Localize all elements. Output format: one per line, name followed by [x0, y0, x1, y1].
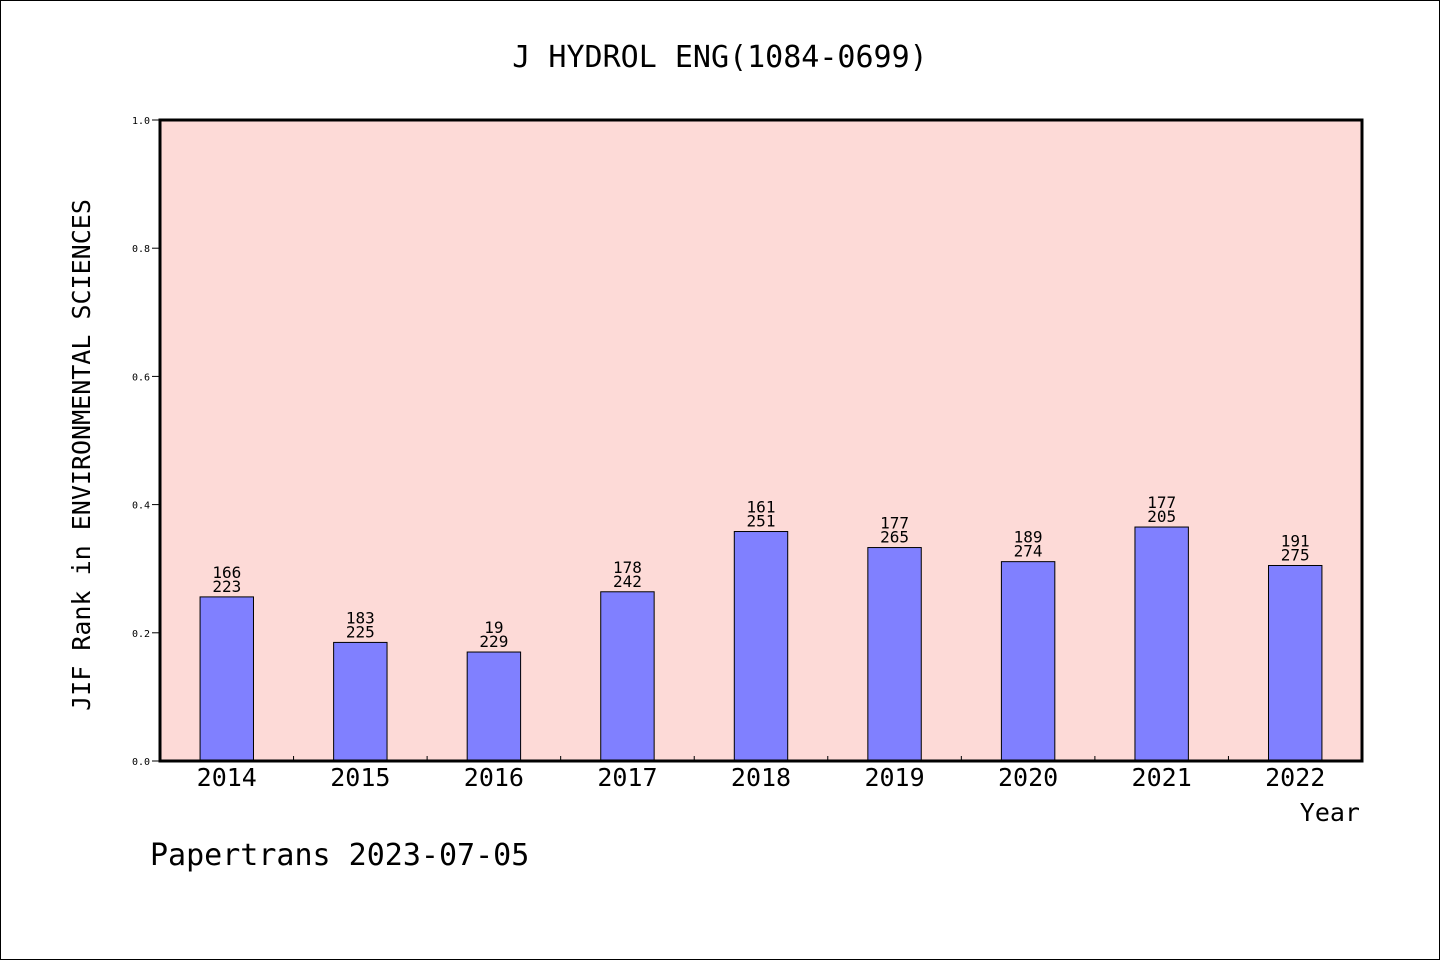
- bar-total-label-2016: 229: [479, 632, 508, 651]
- x-tick-label-2015: 2015: [330, 763, 390, 792]
- bar-2021: [1134, 526, 1189, 762]
- bar-2014: [199, 596, 254, 762]
- x-tick-label-2017: 2017: [597, 763, 657, 792]
- x-axis-label: Year: [1300, 798, 1360, 827]
- bar-rank-label-2019: 177: [880, 514, 909, 533]
- x-tick-label-2018: 2018: [731, 763, 791, 792]
- y-tick-label-0.2: 0.2: [132, 629, 150, 640]
- bar-total-label-2015: 225: [346, 622, 375, 641]
- y-axis-label: JIF Rank in ENVIRONMENTAL SCIENCES: [67, 199, 96, 711]
- bar-total-label-2018: 251: [747, 512, 776, 531]
- bar-total-label-2019: 265: [880, 528, 909, 547]
- bar-rank-label-2016: 19: [484, 618, 503, 637]
- x-tick-label-2020: 2020: [998, 763, 1058, 792]
- y-tick-label-0.4: 0.4: [132, 501, 150, 512]
- bar-total-label-2014: 223: [212, 577, 241, 596]
- bar-rank-label-2015: 183: [346, 608, 375, 627]
- bar-2022: [1268, 564, 1323, 762]
- y-tick-label-1.0: 1.0: [132, 116, 150, 127]
- chart-title: J HYDROL ENG(1084-0699): [512, 40, 927, 75]
- x-tick-label-2022: 2022: [1265, 763, 1325, 792]
- y-tick-label-0.0: 0.0: [132, 757, 150, 768]
- bar-2015: [333, 641, 388, 762]
- x-tick-label-2016: 2016: [464, 763, 524, 792]
- bar-2018: [733, 531, 789, 762]
- y-tick-label-0.8: 0.8: [132, 244, 150, 255]
- bar-total-label-2020: 274: [1014, 542, 1043, 561]
- x-tick-label-2021: 2021: [1132, 763, 1192, 792]
- bar-2017: [600, 591, 655, 762]
- bar-total-label-2022: 275: [1281, 545, 1310, 564]
- bar-total-label-2017: 242: [613, 572, 642, 591]
- bar-rank-label-2020: 189: [1014, 528, 1043, 547]
- bar-2016: [466, 651, 522, 762]
- x-tick-label-2019: 2019: [864, 763, 924, 792]
- bar-rank-label-2017: 178: [613, 558, 642, 577]
- footer-text: Papertrans 2023-07-05: [150, 838, 529, 873]
- x-tick-label-2014: 2014: [197, 763, 257, 792]
- bar-rank-label-2021: 177: [1147, 493, 1176, 512]
- bar-rank-label-2022: 191: [1281, 531, 1310, 550]
- bar-2019: [867, 547, 922, 762]
- bar-total-label-2021: 205: [1147, 507, 1176, 526]
- bar-rank-label-2018: 161: [747, 498, 776, 517]
- plot-border: [158, 118, 1364, 763]
- y-axis: 0.0 0.2 0.4 0.6 0.8 1.0: [132, 116, 160, 768]
- x-axis: 2014 2015 2016 2017 2018 2019 2020 2021 2022: [197, 756, 1325, 792]
- y-tick-label-0.6: 0.6: [132, 372, 150, 383]
- bar-rank-label-2014: 166: [212, 563, 241, 582]
- bar-2020: [1000, 561, 1056, 762]
